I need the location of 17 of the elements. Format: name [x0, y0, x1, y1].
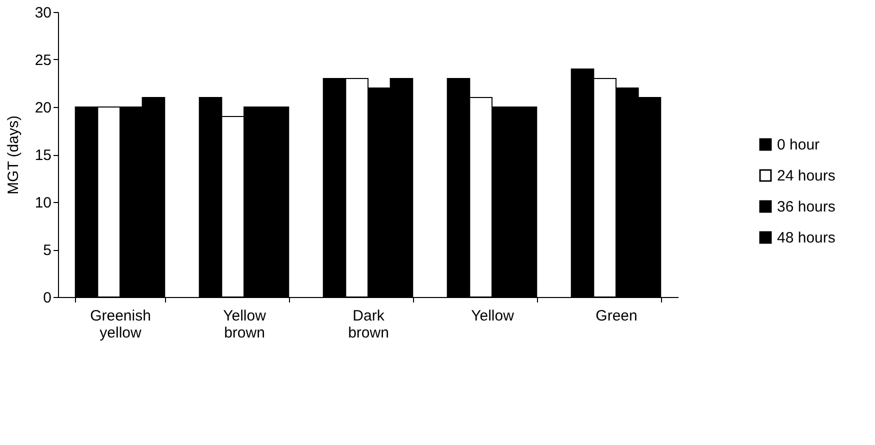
x-tick-label: Yellow brown — [223, 308, 266, 342]
x-tick-label: Yellow — [471, 308, 514, 324]
y-tick-label: 25 — [34, 52, 52, 69]
y-tick-label: 0 — [43, 290, 52, 306]
x-tick-label: Dark brown — [348, 308, 389, 342]
legend-label: 36 hours — [777, 198, 836, 216]
legend-label: 48 hours — [777, 230, 836, 246]
y-tick-label: 30 — [34, 4, 52, 22]
y-tick-label: 5 — [43, 242, 52, 259]
legend-label: 24 hours — [777, 168, 836, 184]
y-tick-label: 20 — [34, 100, 52, 116]
legend-label: 0 hour — [777, 136, 820, 154]
y-tick-label: 15 — [34, 147, 52, 164]
y-axis-title: MGT (days) — [4, 116, 22, 194]
x-tick-label: Green — [596, 308, 638, 324]
x-tick-label: Greenish yellow — [90, 308, 151, 342]
y-tick-label: 10 — [34, 194, 52, 212]
